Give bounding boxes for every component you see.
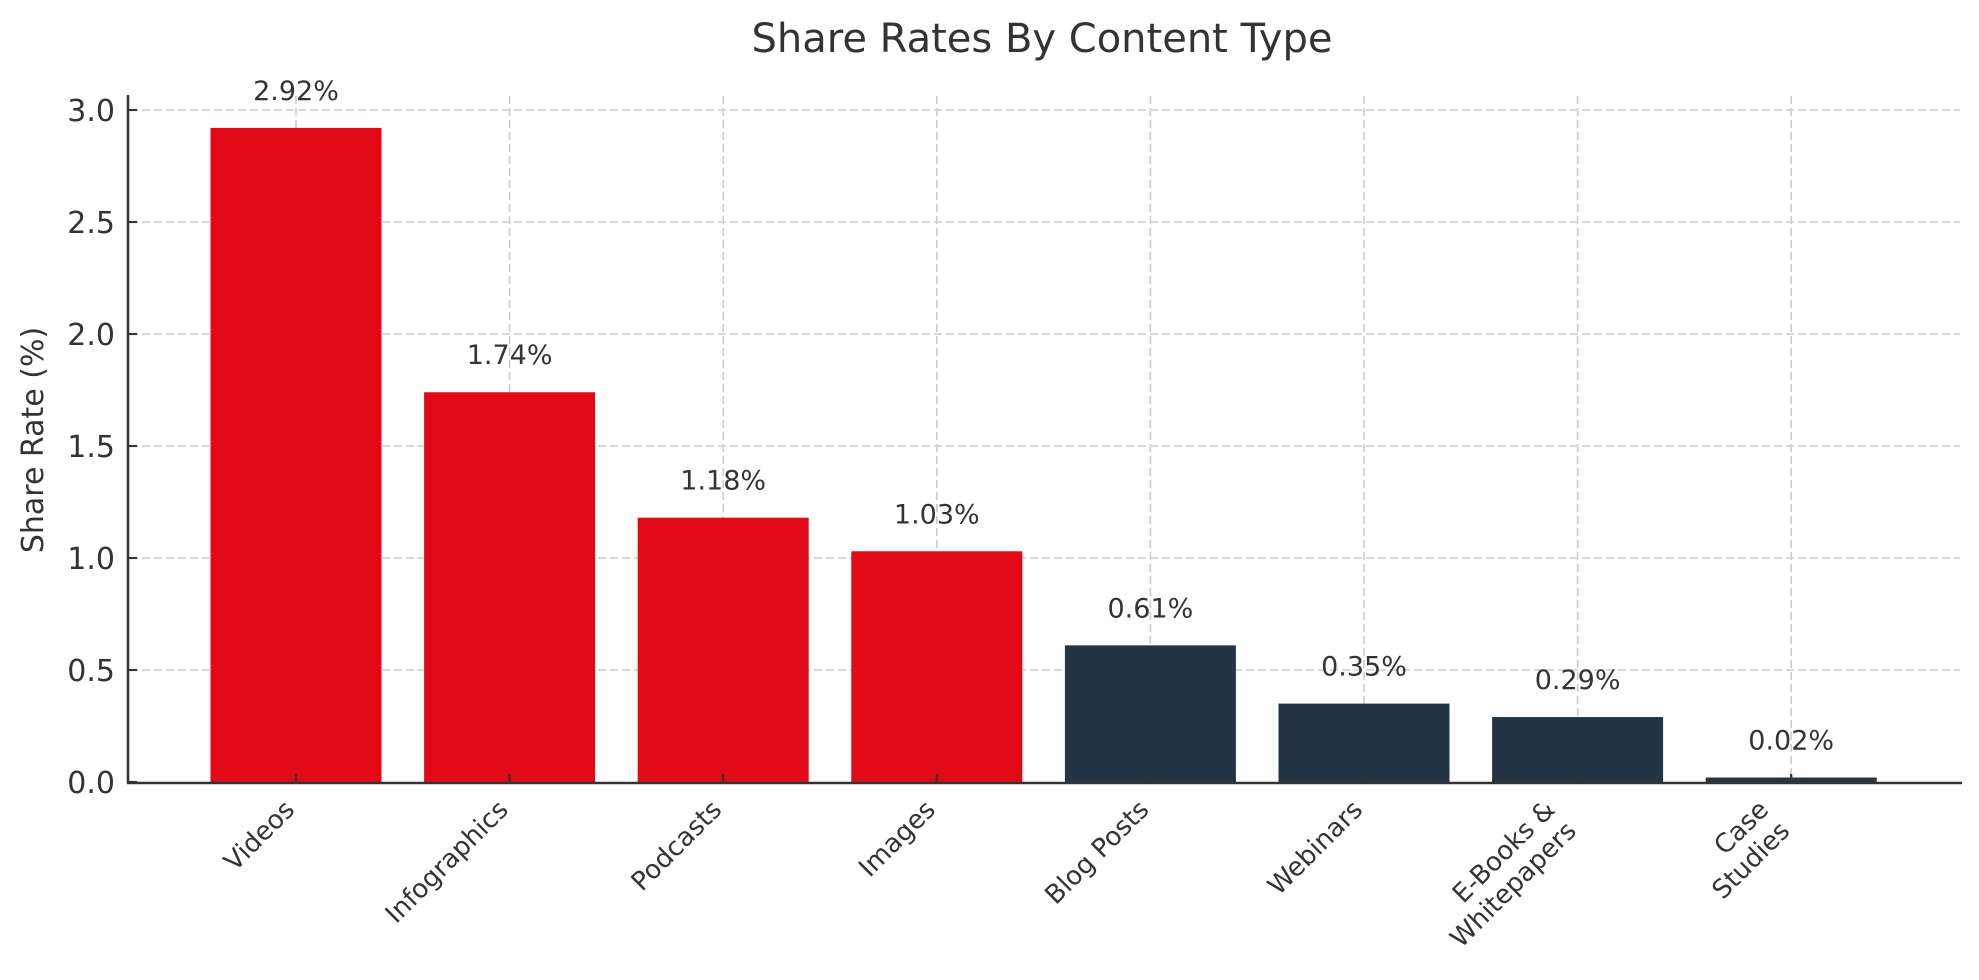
y-tick-label: 1.5 — [67, 430, 115, 465]
value-label: 1.18% — [680, 466, 766, 497]
x-tick-label: Images — [853, 795, 941, 883]
bar-videos — [210, 127, 382, 783]
value-label: 1.03% — [894, 499, 980, 530]
bar-podcasts — [637, 517, 809, 782]
value-labels: 2.92% 1.74% 1.18% 1.03% 0.61% 0.35% 0.29% 0.02% — [253, 76, 1834, 757]
x-tick-label-line: Videos — [219, 795, 301, 877]
x-tick-label: Webinars — [1262, 795, 1368, 901]
y-tick-label: 0.5 — [67, 654, 115, 689]
x-tick-label-line: Infographics — [380, 795, 515, 930]
bars — [210, 127, 1877, 783]
value-label: 0.35% — [1321, 652, 1407, 683]
bar-infographics — [424, 392, 596, 782]
value-label: 1.74% — [467, 340, 553, 371]
x-tick-label: Blog Posts — [1040, 795, 1156, 911]
x-tick-label-line: Blog Posts — [1040, 795, 1156, 911]
value-label: 0.61% — [1108, 593, 1194, 624]
x-axis-ticks: Videos Infographics Podcasts Images Blog Pos… — [219, 774, 1796, 954]
chart-title: Share Rates By Content Type — [752, 16, 1333, 62]
value-label: 2.92% — [253, 76, 339, 107]
x-tick-label: Podcasts — [626, 795, 728, 897]
y-tick-label: 2.5 — [67, 206, 115, 241]
bar-blog-posts — [1064, 645, 1236, 782]
axes — [126, 95, 1962, 785]
y-tick-label: 1.0 — [67, 542, 115, 577]
value-label: 0.29% — [1535, 665, 1621, 696]
x-tick-label: Infographics — [380, 795, 515, 930]
y-tick-label: 3.0 — [67, 94, 115, 129]
grid-lines — [130, 96, 1960, 782]
value-label: 0.02% — [1748, 726, 1834, 757]
x-tick-label-line: Images — [853, 795, 941, 883]
bar-images — [851, 551, 1023, 782]
bar-webinars — [1278, 703, 1450, 782]
x-tick-label-line: Webinars — [1262, 795, 1368, 901]
y-axis-label: Share Rate (%) — [16, 327, 51, 553]
bar-e-books-whitepapers — [1492, 717, 1664, 782]
x-tick-label: Videos — [219, 795, 301, 877]
x-tick-label-line: Podcasts — [626, 795, 728, 897]
y-axis-ticks: 0.0 0.5 1.0 1.5 2.0 2.5 3.0 — [67, 94, 137, 801]
y-tick-label: 0.0 — [67, 766, 115, 801]
y-tick-label: 2.0 — [67, 318, 115, 353]
x-tick-label: E-Books &Whitepapers — [1445, 795, 1583, 954]
